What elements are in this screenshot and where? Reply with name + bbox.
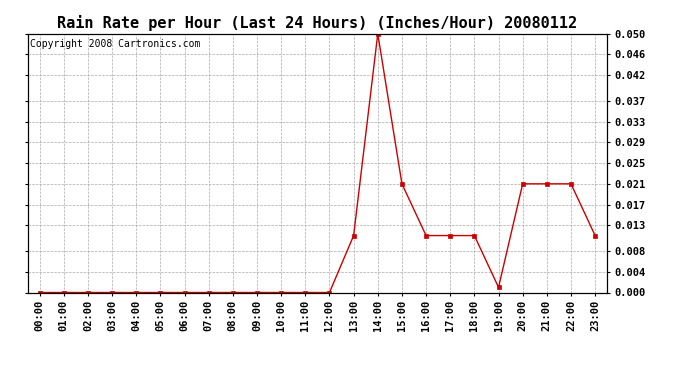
Text: Copyright 2008 Cartronics.com: Copyright 2008 Cartronics.com [30, 39, 201, 49]
Title: Rain Rate per Hour (Last 24 Hours) (Inches/Hour) 20080112: Rain Rate per Hour (Last 24 Hours) (Inch… [57, 15, 578, 31]
